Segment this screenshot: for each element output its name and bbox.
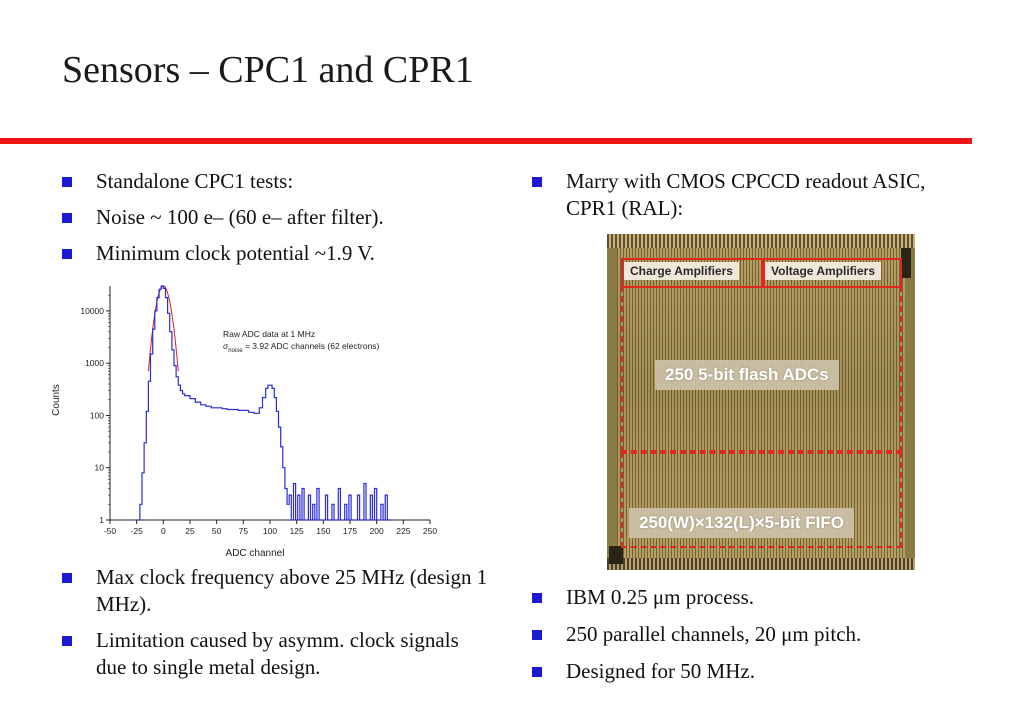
bullet-item: 250 parallel channels, 20 μm pitch. (532, 621, 972, 648)
annotation-rest: = 3.92 ADC channels (62 electrons) (243, 341, 380, 351)
cpr1-die-photo: Charge Amplifiers Voltage Amplifiers 250… (607, 234, 915, 570)
bullet-text: Designed for 50 MHz. (566, 659, 755, 683)
x-tick-label: 100 (263, 526, 277, 536)
adc-histogram-svg: -50 -25 0 25 50 75 100 125 150 175 200 225 250 1 10 100… (51, 285, 437, 559)
left-bottom-bullet-list: Max clock frequency above 25 MHz (design… (62, 564, 492, 690)
chart-annotation-line1: Raw ADC data at 1 MHz (223, 329, 315, 339)
bullet-square-icon (532, 177, 542, 187)
bullet-text: 250 parallel channels, 20 μm pitch. (566, 622, 862, 646)
bullet-item: Standalone CPC1 tests: (62, 168, 482, 195)
bullet-square-icon (62, 213, 72, 223)
x-tick-label: -25 (131, 526, 144, 536)
chart-axes (109, 286, 430, 521)
left-top-bullet-list: Standalone CPC1 tests: Noise ~ 100 e– (6… (62, 168, 482, 276)
die-pad (901, 248, 911, 278)
charge-amplifiers-label: Charge Amplifiers (624, 262, 739, 280)
bullet-text: Standalone CPC1 tests: (96, 169, 294, 193)
voltage-amplifiers-label: Voltage Amplifiers (765, 262, 882, 280)
bullet-item: Max clock frequency above 25 MHz (design… (62, 564, 492, 618)
bullet-item: Marry with CMOS CPCCD readout ASIC, CPR1… (532, 168, 972, 222)
x-tick-label: 75 (239, 526, 249, 536)
sigma-symbol: σ (223, 341, 229, 351)
x-tick-label: 25 (185, 526, 195, 536)
series-line (136, 285, 392, 521)
title-divider (0, 138, 972, 144)
bullet-square-icon (62, 249, 72, 259)
bullet-text: IBM 0.25 μm process. (566, 585, 754, 609)
sigma-subscript: noise (228, 348, 243, 354)
bullet-text: Noise ~ 100 e– (60 e– after filter). (96, 205, 384, 229)
bullet-item: Designed for 50 MHz. (532, 658, 972, 685)
bullet-square-icon (62, 636, 72, 646)
adc-histogram-chart: -50 -25 0 25 50 75 100 125 150 175 200 225 250 1 10 100… (48, 280, 448, 560)
bullet-text: Max clock frequency above 25 MHz (design… (96, 565, 488, 616)
x-tick-label: 50 (212, 526, 222, 536)
x-tick-label: -50 (104, 526, 117, 536)
bullet-square-icon (62, 177, 72, 187)
bullet-text: Minimum clock potential ~1.9 V. (96, 241, 375, 265)
die-top-bondpads (607, 234, 915, 248)
bullet-item: Noise ~ 100 e– (60 e– after filter). (62, 204, 482, 231)
bullet-square-icon (532, 667, 542, 677)
bullet-text: Marry with CMOS CPCCD readout ASIC, CPR1… (566, 169, 926, 220)
right-bottom-bullet-list: IBM 0.25 μm process. 250 parallel channe… (532, 584, 972, 695)
fifo-label: 250(W)×132(L)×5-bit FIFO (629, 508, 854, 538)
bullet-square-icon (532, 593, 542, 603)
die-pad (609, 546, 623, 564)
slide-title: Sensors – CPC1 and CPR1 (62, 49, 474, 91)
x-tick-label: 0 (161, 526, 166, 536)
x-tick-label: 175 (343, 526, 357, 536)
die-core (617, 248, 905, 558)
bullet-item: Limitation caused by asymm. clock signal… (62, 627, 492, 681)
x-axis-label: ADC channel (226, 548, 285, 559)
chart-ticks: -50 -25 0 25 50 75 100 125 150 175 200 225 250 1 10 100… (80, 294, 437, 536)
right-top-bullet-list: Marry with CMOS CPCCD readout ASIC, CPR1… (532, 168, 972, 231)
chart-annotation-line2: σnoise = 3.92 ADC channels (62 electrons… (223, 341, 380, 354)
bullet-text: Limitation caused by asymm. clock signal… (96, 628, 459, 679)
bullet-square-icon (532, 630, 542, 640)
x-tick-label: 225 (396, 526, 410, 536)
x-tick-label: 125 (290, 526, 304, 536)
x-tick-label: 150 (316, 526, 330, 536)
y-tick-label: 100 (90, 410, 104, 420)
bullet-square-icon (62, 573, 72, 583)
fifo-region (621, 452, 902, 548)
y-tick-label: 1000 (85, 358, 104, 368)
bullet-item: IBM 0.25 μm process. (532, 584, 972, 611)
die-bottom-bondpads (607, 558, 915, 570)
flash-adc-region (621, 286, 902, 452)
y-tick-label: 1 (99, 515, 104, 525)
y-tick-label: 10000 (80, 306, 104, 316)
flash-adc-label: 250 5-bit flash ADCs (655, 360, 839, 390)
y-axis-label: Counts (51, 384, 62, 416)
x-tick-label: 250 (423, 526, 437, 536)
y-tick-label: 10 (95, 463, 105, 473)
x-tick-label: 200 (370, 526, 384, 536)
bullet-item: Minimum clock potential ~1.9 V. (62, 240, 482, 267)
